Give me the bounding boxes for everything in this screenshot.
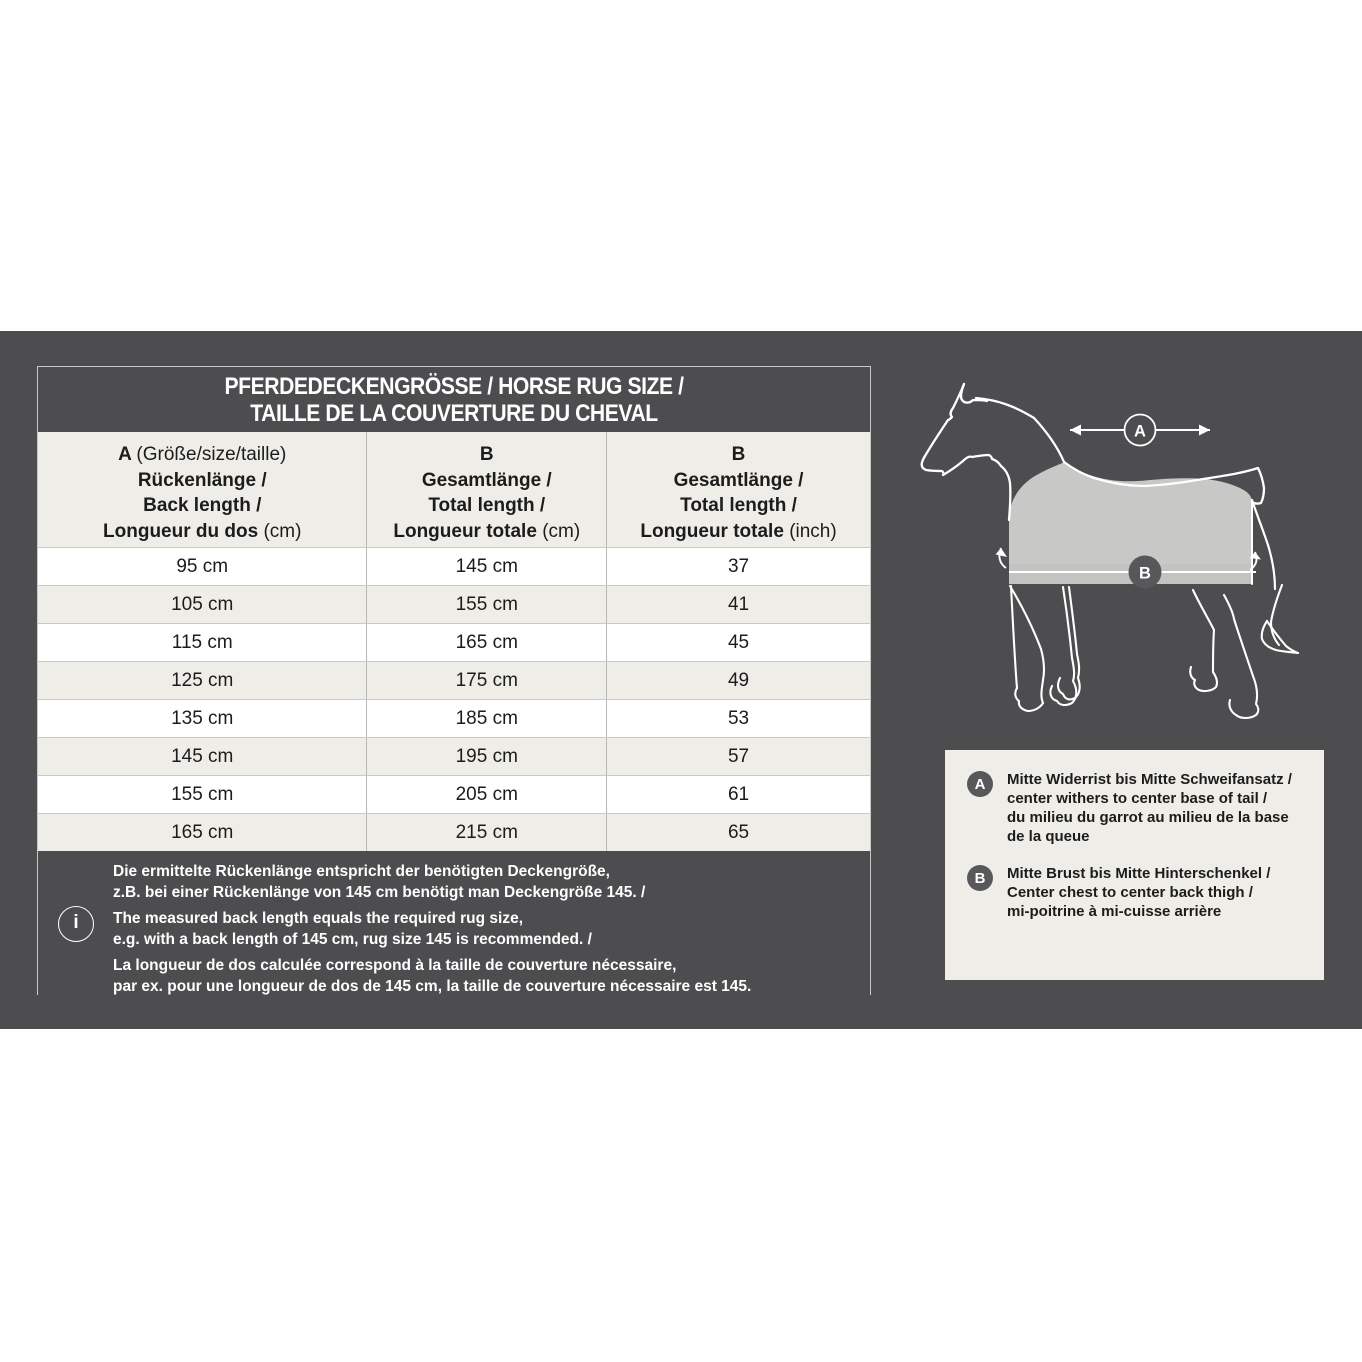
svg-text:B: B xyxy=(1139,565,1151,583)
svg-text:A: A xyxy=(1134,423,1146,441)
